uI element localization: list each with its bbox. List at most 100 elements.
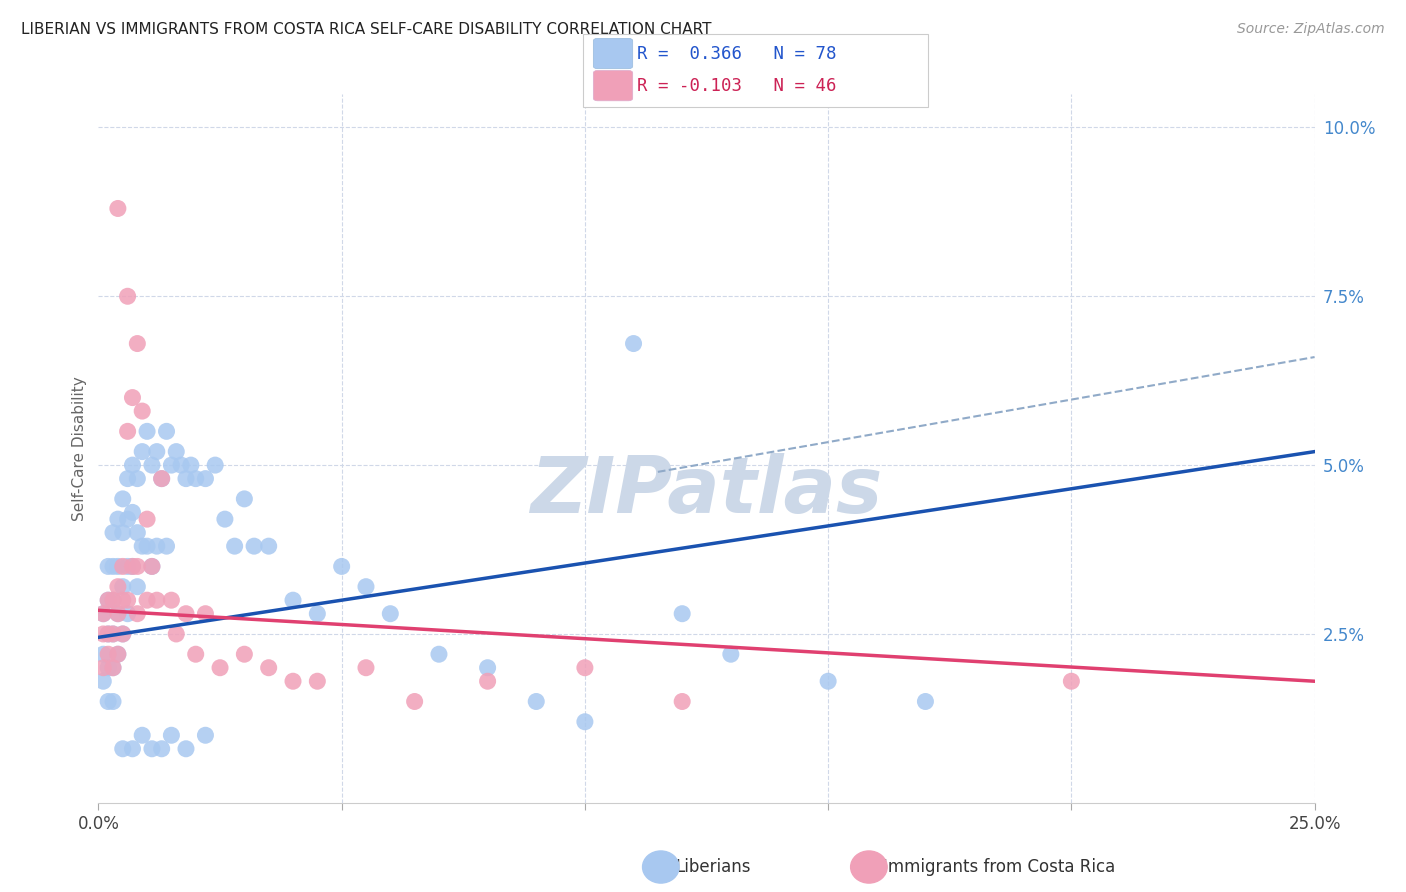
Point [209,661,232,675]
Point [91,661,114,675]
Point [165,444,187,458]
Point [330,559,353,574]
Point [170,458,193,472]
Point [117,559,139,574]
Y-axis label: Self-Care Disability: Self-Care Disability [72,376,87,521]
Point [720,647,742,661]
Point [281,593,304,607]
Point [160,593,183,607]
Point [131,539,153,553]
Point [127,525,149,540]
Point [307,674,329,689]
Point [150,472,173,486]
Point [914,694,936,708]
Point [146,539,169,553]
Point [131,444,153,458]
Point [127,559,149,574]
Point [141,458,163,472]
Point [107,607,129,621]
Point [111,627,134,641]
Point [281,674,304,689]
Text: Immigrants from Costa Rica: Immigrants from Costa Rica [883,858,1115,876]
Point [107,202,129,216]
Point [101,694,124,708]
Point [194,607,217,621]
Point [136,425,159,439]
Point [136,512,159,526]
Point [380,607,402,621]
Point [91,607,114,621]
Point [574,714,596,729]
Point [174,472,197,486]
Point [354,661,377,675]
Point [121,559,143,574]
Point [101,661,124,675]
Point [121,741,143,756]
Point [117,607,139,621]
Point [101,661,124,675]
Point [101,593,124,607]
Point [117,512,139,526]
Point [204,458,226,472]
Point [174,741,197,756]
Point [136,593,159,607]
Point [97,559,120,574]
Point [141,559,163,574]
Point [107,580,129,594]
Point [97,593,120,607]
Point [101,627,124,641]
Point [184,472,207,486]
Point [141,741,163,756]
Point [107,647,129,661]
Point [671,694,693,708]
Point [404,694,426,708]
Point [524,694,547,708]
Point [121,391,143,405]
Point [155,425,177,439]
Point [146,444,169,458]
Point [214,512,236,526]
Point [127,472,149,486]
Point [91,647,114,661]
Point [180,458,202,472]
Point [155,539,177,553]
Point [817,674,839,689]
Point [1060,674,1083,689]
Point [107,559,129,574]
Point [117,593,139,607]
Point [97,627,120,641]
Point [427,647,450,661]
Point [107,607,129,621]
Point [111,593,134,607]
Point [307,607,329,621]
Point [477,674,499,689]
Text: Source: ZipAtlas.com: Source: ZipAtlas.com [1237,22,1385,37]
Point [101,593,124,607]
Point [97,593,120,607]
Point [111,525,134,540]
Point [174,607,197,621]
Point [121,559,143,574]
Point [97,694,120,708]
Point [136,539,159,553]
Point [257,539,280,553]
Text: R =  0.366   N = 78: R = 0.366 N = 78 [637,45,837,62]
Point [101,627,124,641]
Point [150,472,173,486]
Point [194,728,217,742]
Point [477,661,499,675]
Point [121,505,143,519]
Point [101,525,124,540]
Point [117,472,139,486]
Point [91,674,114,689]
Point [121,458,143,472]
Point [111,627,134,641]
Point [111,741,134,756]
Point [127,580,149,594]
Point [243,539,266,553]
Point [623,336,645,351]
Point [91,627,114,641]
Point [233,647,256,661]
Point [194,472,217,486]
Point [233,491,256,506]
